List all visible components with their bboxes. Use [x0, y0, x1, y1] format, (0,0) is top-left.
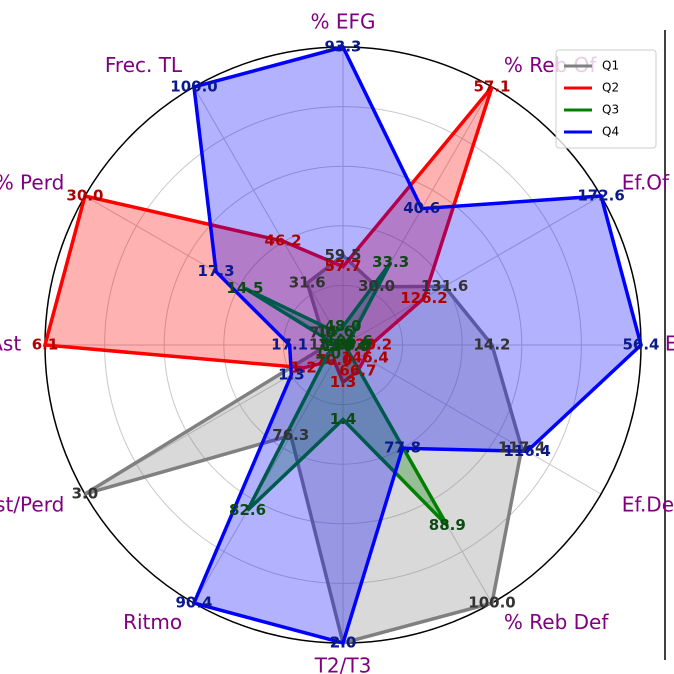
- value-label: -20.2: [349, 336, 392, 354]
- value-label: 57.7: [324, 257, 361, 275]
- value-label: 18.8: [309, 336, 346, 354]
- spoke: [193, 86, 344, 346]
- value-label: 2.0: [330, 634, 357, 652]
- value-label: 1.3: [330, 373, 357, 391]
- value-label: 1.4: [330, 410, 357, 428]
- value-label: 17.1: [271, 336, 308, 354]
- value-label: 56.4: [622, 336, 659, 354]
- value-label: 46.2: [265, 232, 302, 250]
- value-label: 70.0: [316, 351, 353, 369]
- value-label: 3.0: [72, 485, 99, 503]
- axis-label: % Ast: [0, 332, 21, 356]
- spoke: [193, 344, 344, 604]
- value-label: 31.6: [289, 274, 326, 292]
- value-label: 6.1: [32, 336, 59, 354]
- value-label: 126.2: [400, 289, 447, 307]
- value-label: 131.6: [421, 277, 468, 295]
- value-label: 2.0: [330, 634, 357, 652]
- spoke: [342, 195, 602, 346]
- value-label: 48.0: [324, 317, 361, 335]
- value-label: 172.6: [577, 187, 624, 205]
- value-label: 57.1: [473, 77, 510, 95]
- value-label: 14.2: [473, 336, 510, 354]
- value-label: 82.6: [229, 501, 266, 519]
- axis-label: % Reb Def: [504, 610, 609, 634]
- value-label: 93.3: [324, 38, 361, 56]
- legend-label: Q4: [602, 125, 619, 139]
- value-label: -26.0: [328, 336, 371, 354]
- value-label: 19.2: [318, 336, 355, 354]
- value-label: 1.0: [315, 344, 342, 362]
- series-area: [244, 261, 449, 527]
- value-label: 77.8: [384, 439, 421, 457]
- value-label: 33.3: [372, 253, 409, 271]
- value-label: 76.3: [272, 426, 309, 444]
- axis-label: Ef Neta: [665, 332, 674, 356]
- value-label: 117.4: [498, 439, 545, 457]
- value-label: 106.6: [325, 332, 372, 350]
- legend-label: Q2: [602, 81, 619, 95]
- value-label: 30.0: [358, 277, 395, 295]
- value-label: 150.0: [322, 337, 369, 355]
- value-label: 90.4: [175, 594, 212, 612]
- axis-label: % EFG: [311, 10, 376, 34]
- legend-label: Q1: [602, 59, 619, 73]
- axis-label: Frec. TL: [105, 53, 183, 77]
- value-label: 116.4: [503, 442, 550, 460]
- value-label: 40.6: [403, 199, 440, 217]
- value-label: 7.0: [309, 324, 336, 342]
- axis-label: T2/T3: [314, 653, 372, 674]
- value-label: 30.0: [66, 187, 103, 205]
- axis-label: Ef.Def: [622, 492, 674, 516]
- value-label: 146.4: [341, 348, 388, 366]
- legend-box: [555, 49, 657, 149]
- spoke: [342, 86, 493, 346]
- axis-label: Ast/Perd: [0, 492, 64, 516]
- axis-label: % Perd: [0, 171, 64, 195]
- spoke: [342, 344, 602, 495]
- series-area: [191, 44, 643, 646]
- value-label: 59.5: [324, 246, 361, 264]
- value-label: 1.3: [278, 365, 305, 383]
- value-label: 14.5: [226, 279, 263, 297]
- axis-label: Ritmo: [123, 610, 182, 634]
- value-label: 88.9: [429, 516, 466, 534]
- value-label: 66.7: [339, 361, 376, 379]
- axis-label: Ef.Of: [622, 171, 670, 195]
- value-label: 14.6: [317, 322, 354, 340]
- value-label: 100.0: [468, 594, 515, 612]
- value-label: 1.2: [290, 358, 317, 376]
- spoke: [84, 195, 344, 346]
- value-label: 17.3: [198, 262, 235, 280]
- value-label: 100.0: [170, 77, 217, 95]
- series-area: [42, 85, 494, 386]
- legend-label: Q3: [602, 103, 619, 117]
